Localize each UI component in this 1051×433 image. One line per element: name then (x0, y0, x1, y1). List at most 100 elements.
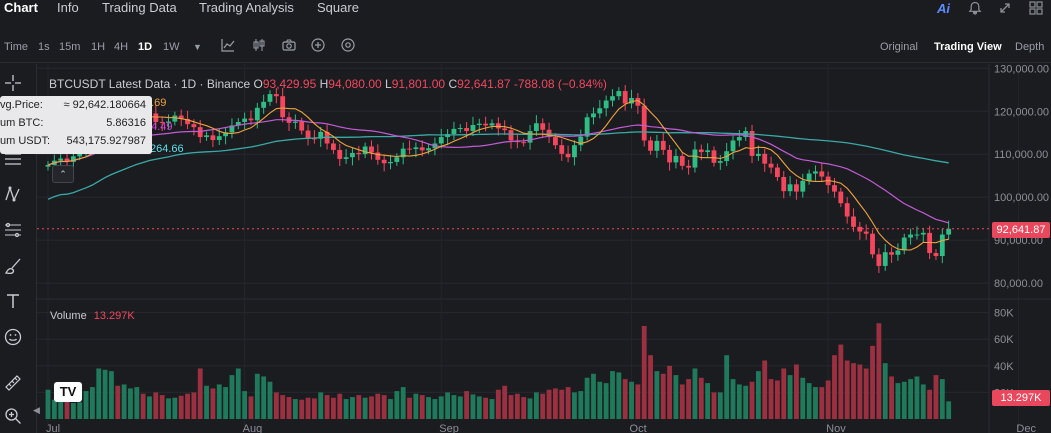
collapse-legend-button[interactable]: ⌃ (52, 165, 74, 183)
volume-bar (362, 397, 368, 419)
add-icon[interactable] (311, 38, 325, 55)
volume-bar (172, 397, 178, 419)
tab-trading-analysis[interactable]: Trading Analysis (199, 0, 294, 15)
view-original[interactable]: Original (880, 41, 918, 53)
candle-body (901, 237, 907, 251)
interval-1h[interactable]: 1H (91, 41, 106, 53)
volume-tick-label: 60K (994, 334, 1014, 346)
candle-body (533, 123, 539, 132)
tooltip-value: 543,175.927987 (66, 135, 146, 147)
chart-area[interactable]: 130,000.00 120,000.00 110,000.00 100,000.00… (33, 64, 1051, 433)
candle-type-icon[interactable] (252, 38, 266, 55)
scroll-left-icon[interactable]: ◀ (33, 405, 40, 415)
candle-body (311, 138, 317, 140)
volume-bar (273, 392, 279, 419)
candle-body (692, 149, 698, 168)
candle-body (622, 91, 628, 104)
bell-icon[interactable] (968, 1, 982, 18)
price-tick-label: 90,000.00 (994, 235, 1043, 247)
candle-body (350, 152, 355, 158)
camera-icon[interactable] (282, 38, 296, 55)
crosshair-icon[interactable] (0, 74, 26, 100)
volume-bar (375, 393, 381, 419)
candle-body (483, 123, 489, 126)
volume-bar (470, 394, 476, 419)
pattern-icon[interactable] (0, 185, 26, 211)
legend-title: BTCUSDT Latest Data · 1D · Binance (49, 77, 251, 91)
candle-body (895, 250, 901, 255)
volume-bar (394, 391, 400, 419)
tooltip-label: um BTC: (0, 117, 44, 129)
volume-bar (514, 393, 520, 419)
tab-info[interactable]: Info (57, 0, 79, 15)
volume-bar (457, 396, 463, 419)
ma99-value: 264.66 (150, 143, 184, 155)
settings-icon[interactable] (341, 38, 355, 55)
volume-bar (578, 391, 584, 419)
zoom-icon[interactable] (0, 407, 26, 433)
volume-bar (635, 384, 641, 419)
candle-body (819, 171, 825, 177)
interval-1s[interactable]: 1s (38, 41, 50, 53)
tab-chart[interactable]: Chart (4, 0, 38, 15)
candle-body (914, 234, 920, 236)
tab-trading-data[interactable]: Trading Data (102, 0, 177, 15)
candle-body (153, 113, 159, 122)
view-trading-view[interactable]: Trading View (934, 41, 1002, 53)
legend-close-label: C (448, 77, 458, 91)
expand-icon[interactable] (998, 1, 1012, 18)
volume-bar (204, 385, 209, 419)
candle-body (908, 234, 914, 238)
interval-4h[interactable]: 4H (114, 41, 129, 53)
ai-icon[interactable]: Ai (937, 1, 950, 16)
volume-bar (724, 355, 730, 419)
candle-body (584, 117, 590, 137)
candle-body (774, 167, 780, 177)
text-icon[interactable] (0, 292, 26, 318)
horizontal-lines-icon[interactable] (0, 150, 26, 176)
indicator-icon[interactable] (221, 38, 235, 55)
price-tick-label: 110,000.00 (994, 149, 1048, 161)
candle-body (400, 148, 406, 158)
candle-body (210, 135, 216, 141)
interval-15m[interactable]: 15m (59, 41, 81, 53)
candle-body (318, 131, 324, 139)
candle-body (711, 150, 717, 163)
candle-body (597, 108, 603, 114)
volume-bar (413, 393, 419, 419)
interval-1w[interactable]: 1W (163, 41, 180, 53)
volume-bar (908, 379, 914, 419)
volume-bar (838, 344, 844, 419)
tab-square[interactable]: Square (317, 0, 359, 15)
candle-body (806, 173, 812, 181)
emoji-icon[interactable] (0, 328, 26, 354)
volume-bar (794, 364, 799, 419)
chevron-down-icon[interactable]: ▼ (193, 42, 202, 52)
volume-bar (711, 392, 717, 419)
volume-bar (648, 355, 653, 419)
candle-body (489, 123, 495, 126)
price-tick-label: 100,000.00 (994, 192, 1049, 204)
candle-body (654, 140, 660, 151)
candle-body (248, 118, 254, 121)
candle-body (438, 137, 444, 144)
volume-bar (901, 381, 907, 419)
brush-icon[interactable] (0, 257, 26, 283)
interval-1d[interactable]: 1D (138, 41, 153, 53)
fib-retracement-icon[interactable] (0, 221, 26, 247)
price-tick-label: 120,000.00 (994, 106, 1049, 118)
time-label[interactable]: Time (4, 41, 29, 53)
ma7-line (47, 99, 949, 251)
volume-bar (882, 363, 888, 419)
candle-body (946, 228, 952, 235)
view-depth[interactable]: Depth (1015, 41, 1045, 53)
candle-body (755, 153, 761, 156)
candle-body (578, 136, 584, 146)
volume-bar (147, 396, 152, 419)
ruler-icon[interactable] (0, 374, 26, 400)
volume-bar (369, 396, 374, 419)
volume-bar (96, 368, 102, 419)
grid-icon[interactable] (1029, 1, 1043, 18)
price-chart[interactable]: 130,000.00 120,000.00 110,000.00 100,000.00… (37, 64, 1051, 433)
x-tick-label: Aug (243, 423, 263, 433)
